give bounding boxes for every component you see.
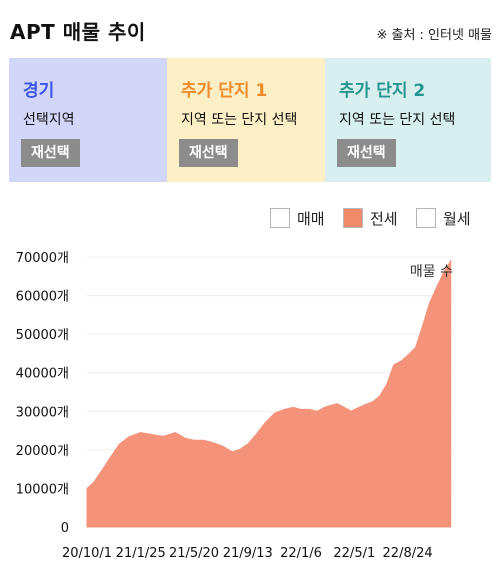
reselect-button[interactable]: 재선택 xyxy=(179,139,238,167)
x-tick-label: 21/5/20 xyxy=(169,546,219,561)
region-panel-2: 추가 단지 2 지역 또는 단지 선택 재선택 xyxy=(325,58,491,182)
checkbox-icon[interactable] xyxy=(416,208,436,228)
legend-label: 전세 xyxy=(370,209,398,228)
y-tick-label: 70000개 xyxy=(16,251,69,266)
legend-item-sale[interactable]: 매매 xyxy=(270,206,325,230)
x-tick-label: 22/1/6 xyxy=(280,546,322,561)
series-annotation: 매물 수 xyxy=(410,264,453,280)
y-tick-label: 20000개 xyxy=(16,444,69,459)
reselect-button[interactable]: 재선택 xyxy=(337,139,396,167)
y-tick-label: 50000개 xyxy=(16,328,69,343)
checkbox-icon[interactable] xyxy=(270,208,290,228)
y-tick-label: 0 xyxy=(61,521,69,536)
source-note: ※ 출처 : 인터넷 매물 xyxy=(376,28,492,43)
y-tick-label: 40000개 xyxy=(16,367,69,382)
x-tick-label: 21/1/25 xyxy=(116,546,166,561)
legend-label: 월세 xyxy=(443,209,471,228)
legend-label: 매매 xyxy=(297,209,325,228)
listing-count-area xyxy=(86,259,452,528)
panel-title: 추가 단지 2 xyxy=(339,81,426,101)
checkbox-icon[interactable] xyxy=(343,208,363,228)
y-tick-label: 60000개 xyxy=(16,290,69,305)
panel-subtitle: 선택지역 xyxy=(23,112,75,128)
region-panel-1: 추가 단지 1 지역 또는 단지 선택 재선택 xyxy=(167,58,325,182)
panel-subtitle: 지역 또는 단지 선택 xyxy=(181,112,298,128)
x-tick-label: 20/10/1 xyxy=(62,546,112,561)
reselect-button[interactable]: 재선택 xyxy=(21,139,80,167)
panel-title: 추가 단지 1 xyxy=(181,81,268,101)
y-tick-label: 10000개 xyxy=(16,482,69,497)
x-tick-label: 22/8/24 xyxy=(383,546,433,561)
x-tick-label: 21/9/13 xyxy=(223,546,273,561)
legend-item-jeonse[interactable]: 전세 xyxy=(343,206,398,230)
panel-title: 경기 xyxy=(23,81,55,101)
panel-subtitle: 지역 또는 단지 선택 xyxy=(339,112,456,128)
y-tick-label: 30000개 xyxy=(16,405,69,420)
page-title: APT 매물 추이 xyxy=(10,20,146,44)
region-panel-0: 경기 선택지역 재선택 xyxy=(9,58,167,182)
legend-item-monthly[interactable]: 월세 xyxy=(416,206,471,230)
x-tick-label: 22/5/1 xyxy=(333,546,375,561)
